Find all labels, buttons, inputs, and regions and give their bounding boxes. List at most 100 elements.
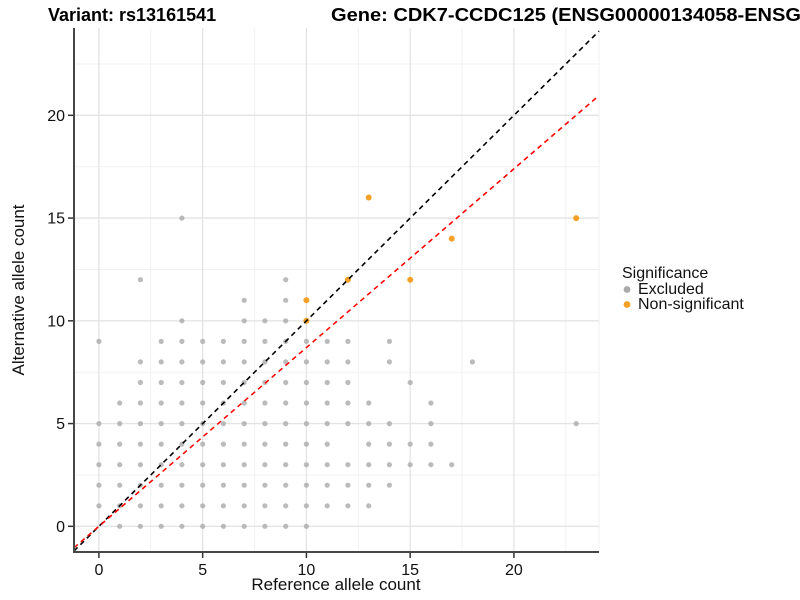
legend-item-non-significant: Non-significant	[638, 296, 744, 313]
x-tick-label: 0	[94, 562, 103, 579]
data-point	[241, 421, 247, 427]
data-point	[158, 338, 164, 344]
data-point	[179, 523, 185, 529]
y-tick-label: 20	[47, 108, 65, 125]
data-point	[262, 318, 268, 324]
data-point	[158, 379, 164, 386]
data-point	[324, 482, 330, 488]
data-point	[179, 359, 185, 365]
data-point	[283, 523, 289, 529]
data-point	[366, 400, 372, 406]
data-point	[200, 523, 206, 529]
data-point	[220, 338, 226, 344]
data-point	[96, 462, 102, 468]
data-point	[365, 194, 372, 201]
data-point	[283, 462, 289, 468]
non-significant-legend-dot-icon	[623, 301, 631, 308]
data-point	[220, 359, 226, 365]
data-point	[283, 379, 289, 386]
gene-title: Gene: CDK7-CCDC125 (ENSG00000134058-ENSG	[331, 5, 800, 25]
data-point	[179, 421, 185, 427]
data-point	[386, 359, 392, 365]
data-point	[262, 523, 268, 529]
data-point	[303, 503, 309, 509]
data-point	[324, 359, 330, 365]
data-point	[345, 338, 351, 344]
data-point	[137, 400, 143, 406]
data-point	[241, 338, 247, 344]
data-point	[366, 462, 372, 468]
data-point	[137, 421, 143, 427]
data-point	[324, 503, 330, 509]
data-point	[262, 462, 268, 468]
data-point	[220, 523, 226, 529]
data-point	[573, 215, 580, 222]
data-point	[303, 523, 309, 529]
data-point	[573, 421, 579, 427]
data-point	[96, 338, 102, 344]
data-point	[158, 421, 164, 427]
data-point	[366, 482, 372, 488]
data-point	[241, 359, 247, 365]
data-point	[407, 462, 413, 468]
data-point	[345, 400, 351, 406]
data-point	[428, 421, 434, 427]
data-point	[179, 215, 185, 221]
data-point	[324, 441, 330, 447]
data-point	[262, 503, 268, 509]
data-point	[241, 523, 247, 529]
y-tick-label: 5	[56, 416, 65, 433]
data-point	[158, 482, 164, 488]
data-point	[366, 503, 372, 509]
data-point	[303, 462, 309, 468]
data-point	[303, 338, 309, 344]
data-point	[137, 379, 143, 386]
data-point	[241, 462, 247, 468]
data-point	[386, 482, 392, 488]
data-point	[283, 421, 289, 427]
data-point	[158, 359, 164, 365]
x-tick-label: 10	[298, 562, 316, 579]
data-point	[137, 441, 143, 447]
fit-line	[73, 94, 600, 549]
legend: Significance Excluded Non-significant	[622, 265, 744, 313]
data-point	[200, 359, 206, 365]
data-point	[241, 441, 247, 447]
data-point	[137, 462, 143, 468]
legend-title: Significance	[622, 265, 708, 282]
data-point	[303, 441, 309, 447]
data-point	[220, 482, 226, 488]
x-tick-label: 15	[401, 562, 419, 579]
data-point	[200, 503, 206, 509]
y-tick-label: 15	[47, 211, 65, 228]
data-point	[366, 441, 372, 447]
y-tick-label: 0	[56, 519, 65, 536]
legend-item-excluded: Excluded	[638, 281, 704, 298]
data-point	[428, 400, 434, 406]
data-point	[386, 338, 392, 344]
y-tick-label: 10	[47, 313, 65, 330]
data-point	[179, 503, 185, 509]
data-point	[158, 441, 164, 447]
data-point	[241, 297, 247, 303]
data-point	[241, 482, 247, 488]
data-point	[262, 482, 268, 488]
identity-line	[73, 30, 600, 552]
excluded-legend-dot-icon	[623, 286, 631, 293]
data-point	[283, 503, 289, 509]
data-point	[386, 421, 392, 427]
data-point	[386, 441, 392, 447]
data-point	[283, 359, 289, 365]
data-point	[96, 503, 102, 509]
data-point	[241, 318, 247, 324]
data-point	[386, 462, 392, 468]
data-point	[324, 338, 330, 344]
data-point	[117, 400, 123, 406]
data-point	[241, 503, 247, 509]
data-point	[303, 297, 310, 304]
data-point	[200, 462, 206, 468]
data-point	[96, 421, 102, 427]
x-axis-title: Reference allele count	[251, 575, 420, 594]
y-axis-title: Alternative allele count	[9, 204, 28, 375]
